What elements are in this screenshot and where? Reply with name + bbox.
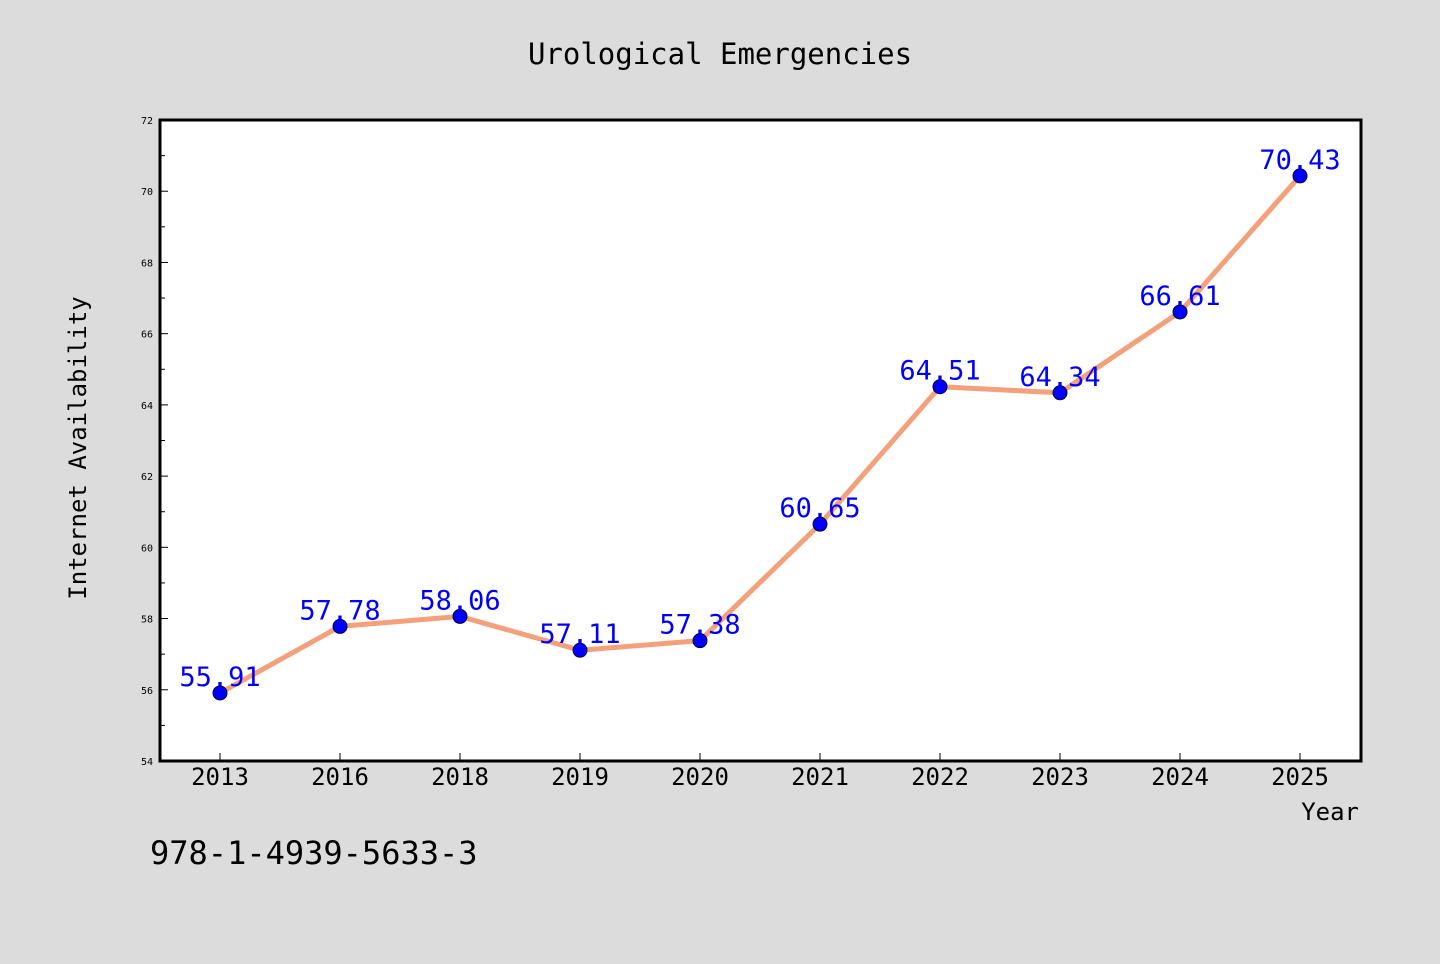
data-point: [932, 379, 948, 395]
y-tick-label: 66: [141, 330, 153, 341]
chart-title: Urological Emergencies: [528, 37, 912, 71]
data-label: 58.06: [419, 585, 500, 616]
y-tick-label: 70: [141, 187, 153, 198]
y-tick-label: 58: [141, 615, 153, 626]
y-tick-label: 62: [141, 472, 153, 483]
axes-layer: 54 56 58 60 62 64 66 68 70 72 2013 2016 2018 2019 2020…: [141, 116, 1329, 791]
data-point: [452, 608, 468, 624]
data-label: 57.78: [299, 595, 380, 626]
y-tick-label: 60: [141, 543, 153, 554]
data-point: [332, 618, 348, 634]
data-label: 70.43: [1259, 145, 1340, 176]
data-point: [1292, 168, 1308, 184]
data-label: 57.38: [659, 610, 740, 641]
data-point: [812, 516, 828, 532]
data-point: [212, 685, 228, 701]
data-point: [1172, 304, 1188, 320]
x-axis-label: Year: [1301, 798, 1359, 826]
series-line: [217, 173, 1303, 696]
y-tick-label: 72: [141, 116, 153, 127]
data-label: 64.51: [899, 356, 980, 387]
data-label: 60.65: [779, 493, 860, 524]
data-point: [572, 642, 588, 658]
series-layer: 55.91 57.78 58.06 57.11 57.38 60.65 64.51 64.34…: [179, 145, 1341, 701]
data-label: 66.61: [1139, 281, 1220, 312]
footer-code: 978-1-4939-5633-3: [150, 834, 478, 872]
x-tick-label: 2020: [671, 763, 729, 791]
x-tick-label: 2018: [431, 763, 489, 791]
x-tick-label: 2025: [1271, 763, 1329, 791]
x-tick-label: 2023: [1031, 763, 1089, 791]
plot-area: [158, 118, 1363, 763]
data-point: [692, 633, 708, 649]
x-tick-label: 2013: [191, 763, 249, 791]
y-axis-label: Internet Availability: [64, 296, 92, 599]
y-tick-label: 68: [141, 258, 153, 269]
data-point: [1052, 385, 1068, 401]
data-label: 64.34: [1019, 362, 1100, 393]
x-tick-label: 2016: [311, 763, 369, 791]
x-tick-label: 2021: [791, 763, 849, 791]
y-tick-label: 64: [141, 401, 153, 412]
data-label: 57.11: [539, 619, 620, 650]
x-tick-label: 2022: [911, 763, 969, 791]
x-tick-label: 2024: [1151, 763, 1209, 791]
y-tick-label: 54: [141, 757, 153, 768]
y-tick-label: 56: [141, 686, 153, 697]
data-label: 55.91: [179, 662, 260, 693]
x-tick-label: 2019: [551, 763, 609, 791]
